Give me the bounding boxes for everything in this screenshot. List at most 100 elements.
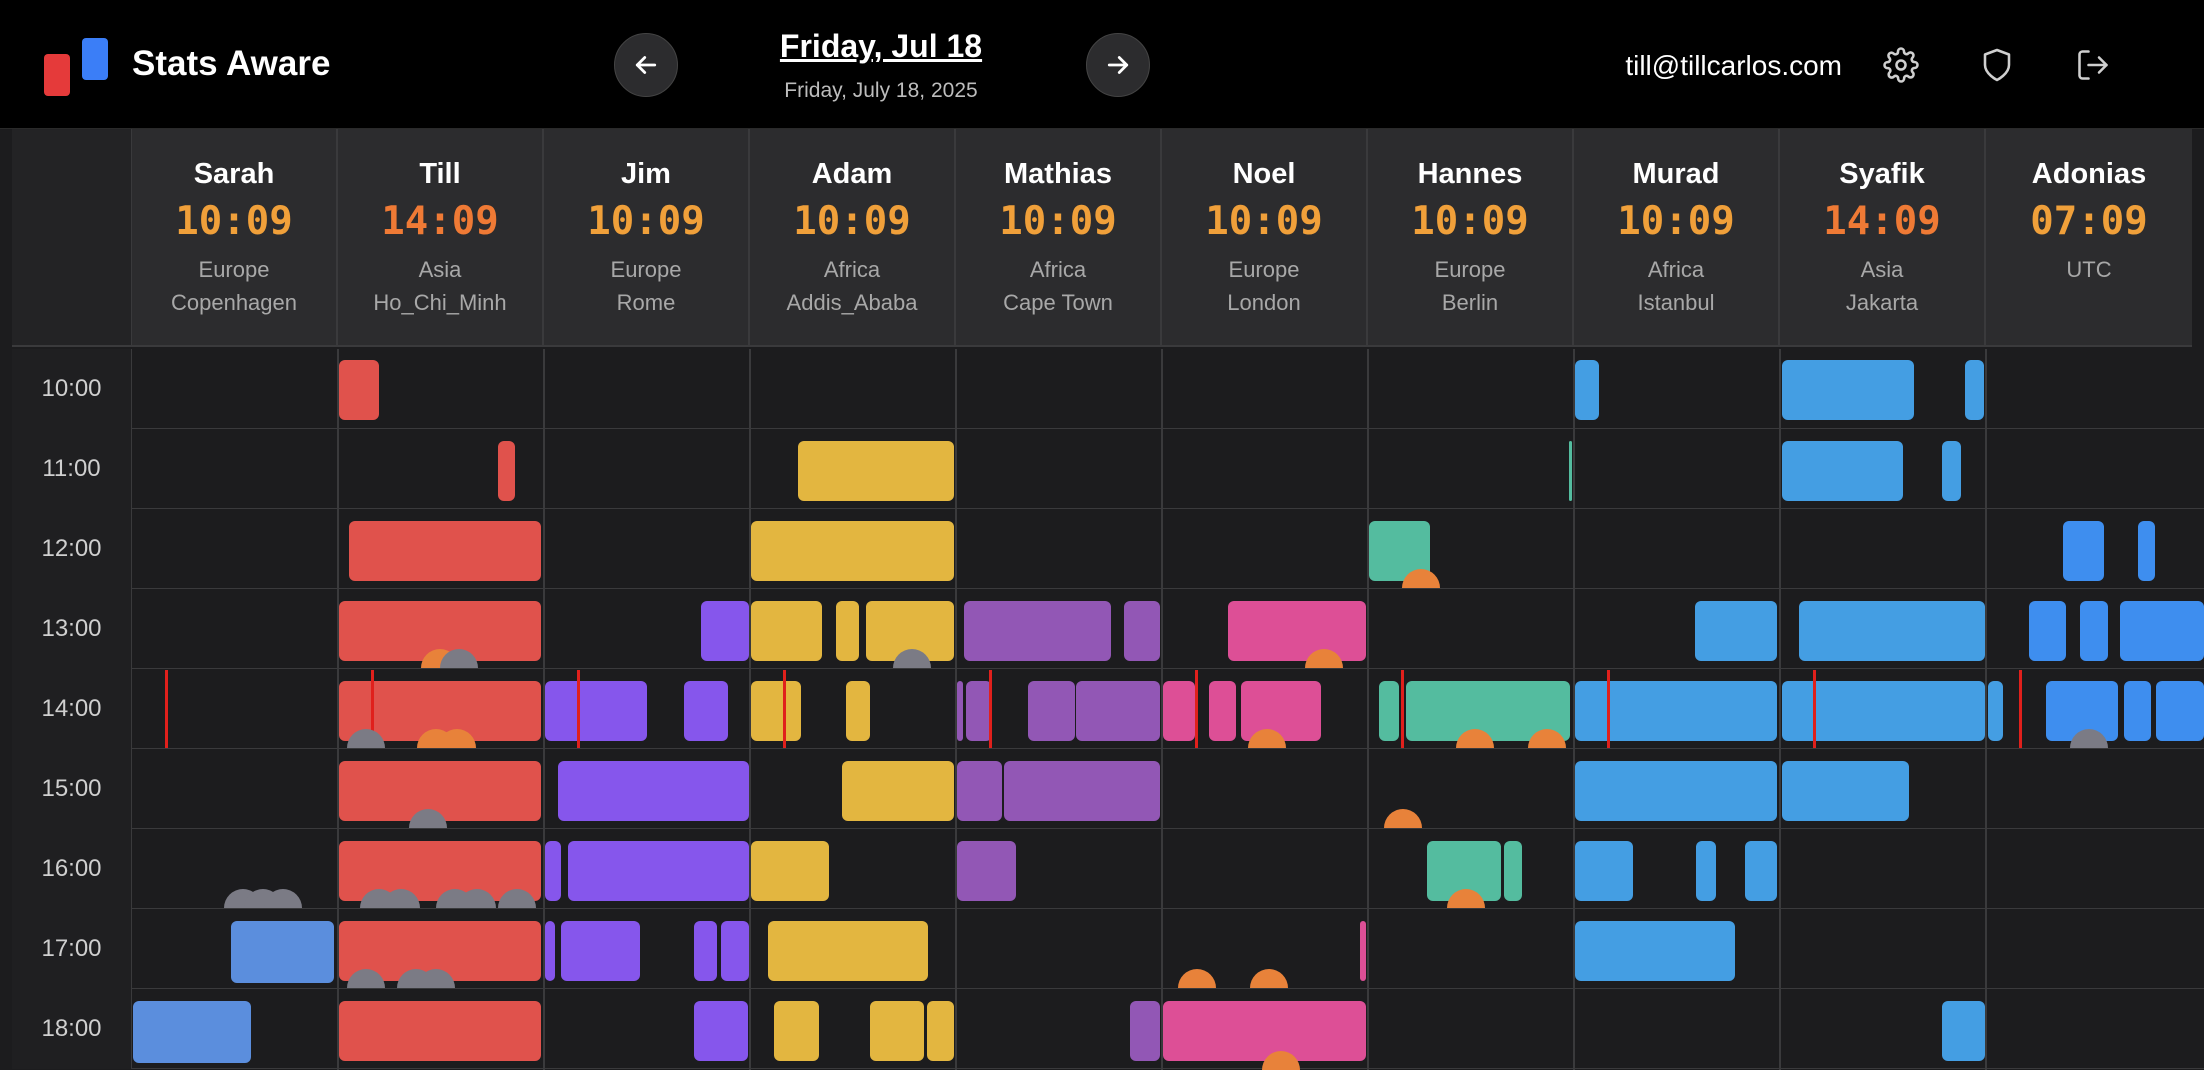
activity-marker	[347, 969, 385, 988]
calendar-event[interactable]	[545, 921, 555, 981]
calendar-event[interactable]	[1209, 681, 1236, 741]
calendar-event[interactable]	[1124, 601, 1160, 661]
hour-row: 12:00	[12, 509, 2204, 589]
calendar-event[interactable]	[1575, 921, 1735, 981]
hour-row: 16:00	[12, 829, 2204, 909]
calendar-event[interactable]	[2080, 601, 2108, 661]
calendar-event[interactable]	[684, 681, 728, 741]
calendar-event[interactable]	[1782, 761, 1909, 821]
logout-button[interactable]	[2072, 44, 2114, 86]
calendar-event[interactable]	[842, 761, 954, 821]
calendar-event[interactable]	[966, 681, 992, 741]
calendar-event[interactable]	[751, 681, 801, 741]
calendar-event[interactable]	[1130, 1001, 1160, 1061]
settings-button[interactable]	[1880, 44, 1922, 86]
calendar-event[interactable]	[1004, 761, 1160, 821]
column-divider	[337, 349, 339, 1070]
calendar-event[interactable]	[1504, 841, 1522, 901]
user-email[interactable]: till@tillcarlos.com	[1625, 50, 1842, 81]
calendar-event[interactable]	[694, 1001, 748, 1061]
calendar-event[interactable]	[1942, 1001, 1985, 1061]
calendar-event[interactable]	[561, 921, 640, 981]
calendar-event[interactable]	[349, 521, 541, 581]
calendar-event[interactable]	[846, 681, 870, 741]
person-local-time: 10:09	[1617, 199, 1735, 244]
calendar-event[interactable]	[339, 1001, 541, 1061]
calendar-event[interactable]	[1745, 841, 1777, 901]
calendar-event[interactable]	[2138, 521, 2155, 581]
hour-label: 15:00	[12, 749, 132, 829]
previous-day-button[interactable]	[614, 33, 678, 97]
person-name: Hannes	[1417, 158, 1523, 190]
calendar-event[interactable]	[1379, 681, 1399, 741]
calendar-event[interactable]	[701, 601, 749, 661]
calendar-event[interactable]	[751, 601, 822, 661]
calendar-event[interactable]	[1028, 681, 1075, 741]
calendar-event[interactable]	[870, 1001, 924, 1061]
calendar-event[interactable]	[751, 521, 954, 581]
hour-row: 15:00	[12, 749, 2204, 829]
calendar-event[interactable]	[1942, 441, 1961, 501]
calendar-event[interactable]	[1695, 601, 1777, 661]
current-time-indicator	[1607, 670, 1610, 748]
calendar-event[interactable]	[1799, 601, 1985, 661]
hour-label: 10:00	[12, 349, 132, 429]
column-divider	[1573, 349, 1575, 1070]
activity-marker	[458, 889, 496, 908]
calendar-event[interactable]	[927, 1001, 954, 1061]
calendar-event[interactable]	[1782, 441, 1903, 501]
column-divider	[1367, 349, 1369, 1070]
calendar-event[interactable]	[964, 601, 1111, 661]
calendar-event[interactable]	[231, 921, 334, 983]
calendar-event[interactable]	[1163, 1001, 1366, 1061]
next-day-button[interactable]	[1086, 33, 1150, 97]
calendar-event[interactable]	[1360, 921, 1366, 981]
calendar-event[interactable]	[1575, 761, 1777, 821]
calendar-event[interactable]	[836, 601, 859, 661]
current-date-title[interactable]: Friday, Jul 18	[779, 28, 983, 64]
calendar-event[interactable]	[2029, 601, 2066, 661]
privacy-button[interactable]	[1976, 44, 2018, 86]
calendar-event[interactable]	[2063, 521, 2104, 581]
calendar-event[interactable]	[957, 681, 963, 741]
calendar-event[interactable]	[1575, 681, 1777, 741]
activity-marker	[1447, 889, 1485, 908]
calendar-event[interactable]	[545, 841, 561, 901]
calendar-event[interactable]	[957, 761, 1002, 821]
calendar-event[interactable]	[1575, 360, 1599, 420]
calendar-event[interactable]	[339, 360, 379, 420]
calendar-event[interactable]	[721, 921, 749, 981]
calendar-event[interactable]	[1163, 681, 1195, 741]
calendar-event[interactable]	[2124, 681, 2151, 741]
calendar-event[interactable]	[1696, 841, 1716, 901]
calendar-event[interactable]	[798, 441, 954, 501]
calendar-event[interactable]	[339, 761, 541, 821]
calendar-event[interactable]	[751, 841, 829, 901]
calendar-event[interactable]	[1076, 681, 1160, 741]
calendar-event[interactable]	[1575, 841, 1633, 901]
calendar-event[interactable]	[558, 761, 749, 821]
calendar-event[interactable]	[568, 841, 749, 901]
calendar-event[interactable]	[545, 681, 647, 741]
calendar-event[interactable]	[1241, 681, 1321, 741]
calendar-event[interactable]	[498, 441, 515, 501]
calendar-event[interactable]	[1228, 601, 1366, 661]
calendar-event[interactable]	[1988, 681, 2003, 741]
person-column-syafik: Syafik 14:09 Asia Jakarta	[1780, 129, 1986, 347]
person-column-noel: Noel 10:09 Europe London	[1162, 129, 1368, 347]
calendar-event[interactable]	[768, 921, 928, 981]
calendar-event[interactable]	[2156, 681, 2204, 741]
column-divider	[1985, 349, 1987, 1070]
current-time-indicator	[1195, 670, 1198, 748]
person-local-time: 07:09	[2030, 199, 2148, 244]
calendar-event[interactable]	[1965, 360, 1984, 420]
calendar-event[interactable]	[774, 1001, 819, 1061]
calendar-event[interactable]	[1569, 441, 1572, 501]
person-region: Africa	[823, 257, 881, 282]
calendar-event[interactable]	[694, 921, 717, 981]
calendar-event[interactable]	[133, 1001, 251, 1063]
calendar-event[interactable]	[2120, 601, 2204, 661]
calendar-event[interactable]	[957, 841, 1016, 901]
calendar-event[interactable]	[1782, 360, 1914, 420]
person-city: Rome	[616, 290, 676, 315]
